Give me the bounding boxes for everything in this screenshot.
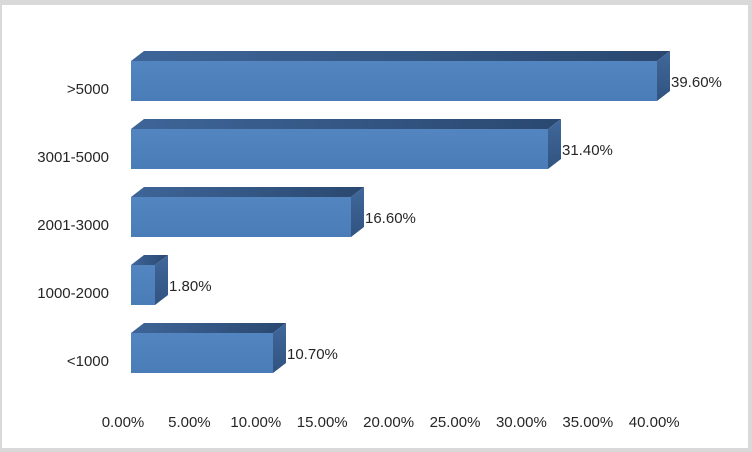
- bar-top-face: [131, 187, 364, 197]
- bar-front-face: [131, 197, 351, 237]
- bar-3d: [131, 119, 561, 169]
- x-axis-tick-label: 0.00%: [101, 414, 145, 431]
- x-axis-tick-label: 5.00%: [168, 414, 211, 431]
- category-label: 2001-3000: [37, 217, 109, 234]
- x-axis-tick-label: 15.00%: [296, 414, 348, 431]
- value-label: 1.80%: [169, 278, 212, 295]
- x-axis-tick-label: 10.00%: [230, 414, 282, 431]
- bar-side-face: [351, 187, 364, 237]
- bar-top-face: [131, 51, 670, 61]
- bar-front-face: [131, 333, 273, 373]
- x-axis: 0.00% 5.00% 10.00% 15.00% 20.00% 25.00% 30.00%…: [2, 413, 748, 435]
- x-axis-tick-label: 40.00%: [628, 414, 680, 431]
- bar-front-face: [131, 61, 657, 101]
- value-label: 31.40%: [562, 142, 613, 159]
- bar-front-face: [131, 265, 155, 305]
- plot-area: >5000 39.60% 3001-5000 31.40% 2001-3000 16.60…: [2, 5, 748, 448]
- category-label: <1000: [66, 353, 109, 370]
- bar-side-face: [548, 119, 561, 169]
- category-label: >5000: [66, 81, 109, 98]
- x-axis-tick-label: 30.00%: [495, 414, 547, 431]
- bar-3d: [131, 187, 364, 237]
- bar-side-face: [273, 323, 286, 373]
- value-label: 39.60%: [671, 74, 722, 91]
- bar-top-face: [131, 255, 168, 265]
- x-axis-tick-label: 35.00%: [562, 414, 614, 431]
- bar-side-face: [657, 51, 670, 101]
- bar-3d: [131, 51, 670, 101]
- bar-3d: [131, 255, 168, 305]
- category-label: 1000-2000: [37, 285, 109, 302]
- bar-top-face: [131, 323, 286, 333]
- category-label: 3001-5000: [37, 149, 109, 166]
- value-label: 10.70%: [287, 346, 338, 363]
- bar-front-face: [131, 129, 548, 169]
- value-label: 16.60%: [365, 210, 416, 227]
- bar-top-face: [131, 119, 561, 129]
- bar-3d: [131, 323, 286, 373]
- bar-side-face: [155, 255, 168, 305]
- x-axis-tick-label: 25.00%: [429, 414, 481, 431]
- x-axis-tick-label: 20.00%: [363, 414, 415, 431]
